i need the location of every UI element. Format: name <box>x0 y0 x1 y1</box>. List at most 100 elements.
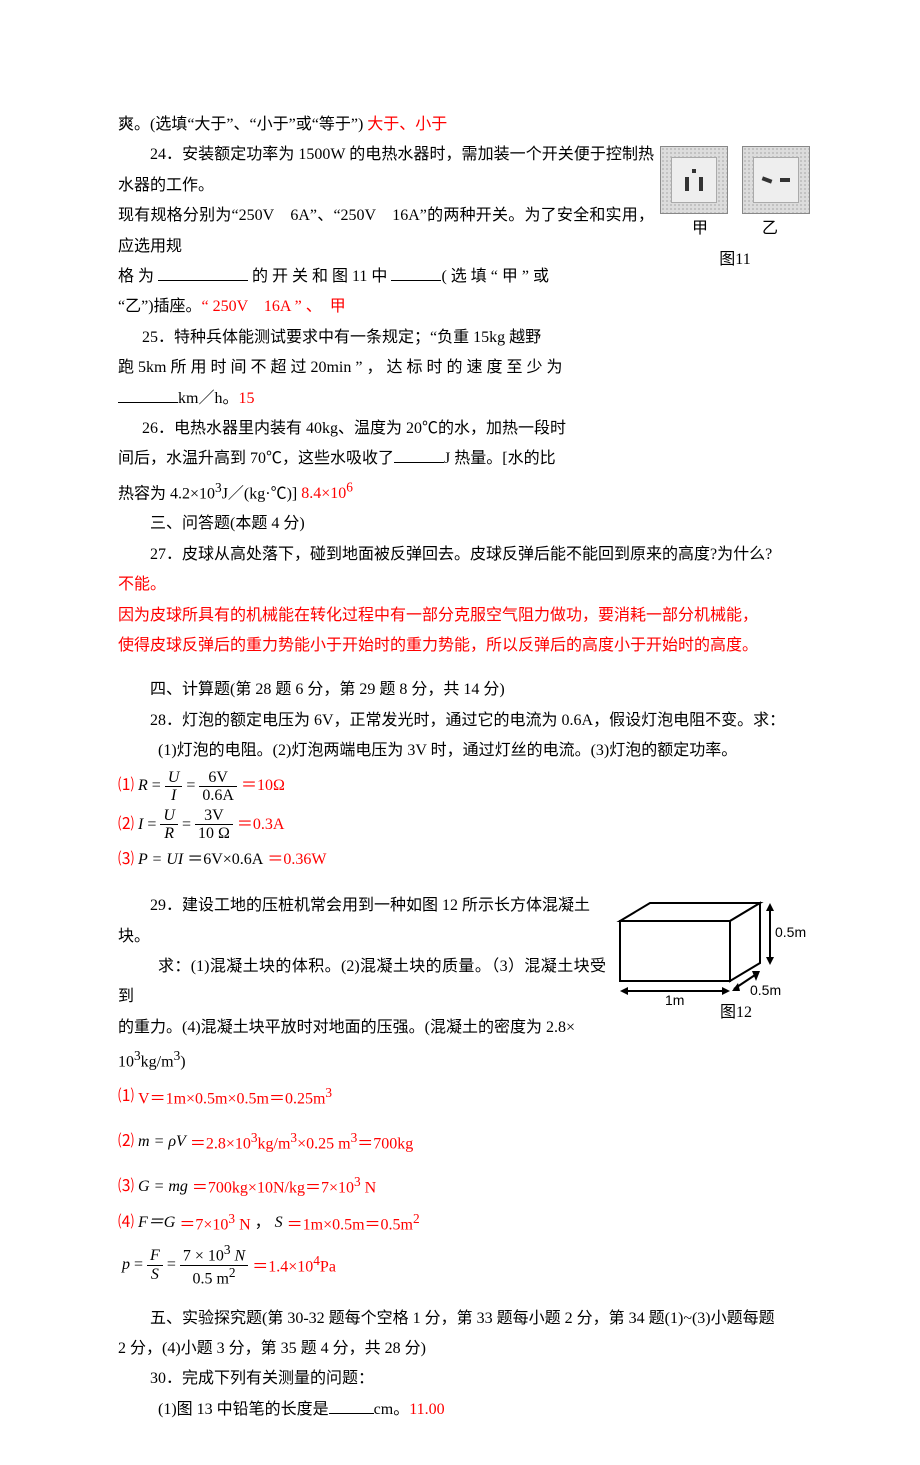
eq28-2-I: I <box>138 810 143 840</box>
eq29-5-ans-a: ＝1.4×10 <box>252 1258 313 1275</box>
eq-28-3: ⑶ P = UI ＝6V×0.6A ＝0.36W <box>118 845 810 875</box>
eq28-1-frac1: U I <box>165 769 183 805</box>
q26-line2: 间后，水温升高到 70℃，这些水吸收了J 热量。[水的比 <box>118 444 810 474</box>
eq29-4-c: N <box>235 1216 251 1233</box>
eq29-3-sup: 3 <box>354 1174 361 1189</box>
eq-28-1: ⑴ R = U I = 6V 0.6A ＝10Ω <box>118 769 810 805</box>
fig11-label: 图11 <box>660 245 810 275</box>
eq29-3-a: G = mg <box>138 1172 188 1202</box>
q24-line4: “乙”)插座。“ 250V 16A ” 、 甲 <box>118 292 810 322</box>
eq28-2-ans: ＝0.3A <box>237 810 285 840</box>
cuboid-svg: 0.5m 1m 0.5m 图12 <box>610 891 810 1021</box>
eq29-3-b: ＝700kg×10N/kg＝7×10 <box>192 1180 354 1197</box>
q26-line3: 热容为 4.2×103J／(kg·℃)] 8.4×106 <box>118 475 810 510</box>
q30-1b: cm。 <box>374 1401 410 1418</box>
section-4-heading: 四、计算题(第 28 题 6 分，第 29 题 8 分，共 14 分) <box>118 675 810 705</box>
eq28-3-a: P = UI <box>138 845 183 875</box>
eq28-1-f1d: I <box>165 787 183 805</box>
eq29-5-f1n: F <box>147 1247 163 1266</box>
q25-line2: 跑 5km 所 用 时 间 不 超 过 20min ” ， 达 标 时 的 速 … <box>118 353 810 383</box>
eq29-2-e: ＝700kg <box>357 1135 413 1152</box>
fig11-captions: 甲 乙 <box>660 214 810 244</box>
q29-d-sup: 3 <box>134 1048 141 1063</box>
eq29-5-f2d: 0.5 m2 <box>180 1266 248 1288</box>
eq29-5-ans-b: Pa <box>320 1258 336 1275</box>
eq29-5-f2d-a: 0.5 m <box>192 1270 228 1287</box>
q25-l3a: km／h。 <box>178 390 238 407</box>
eq28-3-label: ⑶ <box>118 845 134 875</box>
eq28-1-f1n: U <box>165 769 183 788</box>
eq29-2-d: ×0.25 m <box>297 1135 350 1152</box>
fig11-cap-left: 甲 <box>692 214 708 244</box>
eq29-4-d: ， <box>255 1208 271 1238</box>
eq28-3-ans: ＝0.36W <box>267 845 326 875</box>
eq-29-2: ⑵ m = ρV ＝2.8×103kg/m3×0.25 m3＝700kg <box>118 1125 810 1160</box>
eq29-3-ans: ＝700kg×10N/kg＝7×103 N <box>192 1169 376 1204</box>
eq-29-3: ⑶ G = mg ＝700kg×10N/kg＝7×103 N <box>118 1169 810 1204</box>
q27-answer-3: 使得皮球反弹后的重力势能小于开始时的重力势能，所以反弹后的高度小于开始时的高度。 <box>118 631 810 661</box>
eq29-2-ans: ＝2.8×103kg/m3×0.25 m3＝700kg <box>190 1125 413 1160</box>
eq29-3-c: N <box>361 1180 377 1197</box>
figure-11: 甲 乙 图11 <box>660 146 810 275</box>
eq29-2-a: m = ρV <box>138 1127 186 1157</box>
socket-yi <box>742 146 810 214</box>
section-5-line2: 2 分，(4)小题 3 分，第 35 题 4 分，共 28 分) <box>118 1334 810 1364</box>
q30-heading: 30．完成下列有关测量的问题： <box>118 1364 810 1394</box>
q30-blank <box>329 1413 374 1414</box>
eq29-2-s1: 3 <box>251 1130 258 1145</box>
eq29-4-sup2: 2 <box>413 1211 420 1226</box>
eq29-4-b: ＝7×10 <box>179 1216 228 1233</box>
eq-28-2: ⑵ I = U R = 3V 10 Ω ＝0.3A <box>118 807 810 843</box>
eq29-5-lhs: p <box>122 1250 130 1280</box>
eq29-1-label: ⑴ <box>118 1082 134 1112</box>
q24-blank2 <box>391 280 441 281</box>
q26-blank <box>394 462 444 463</box>
eq29-5-f2n-sup: 3 <box>224 1242 231 1257</box>
q24-answer: “ 250V 16A ” 、 甲 <box>202 298 346 315</box>
q30-1: (1)图 13 中铅笔的长度是 cm。11.00 <box>118 1395 810 1425</box>
eq28-1-f2d: 0.6A <box>199 787 237 805</box>
q26-sup1: 3 <box>215 480 222 495</box>
q26-ans-sup: 6 <box>346 480 353 495</box>
svg-text:图12: 图12 <box>720 1004 752 1021</box>
eq29-5-ans: ＝1.4×104Pa <box>252 1248 336 1283</box>
socket-jia <box>660 146 728 214</box>
q24-l3c: ( 选 填 “ 甲 ” 或 <box>441 268 549 285</box>
eq29-2-c: kg/m <box>258 1135 291 1152</box>
q26-l3a: 热容为 4.2×10 <box>118 485 215 502</box>
q28-line1: 28．灯泡的额定电压为 6V，正常发光时，通过它的电流为 0.6A，假设灯泡电阻… <box>118 706 810 736</box>
eq29-4-ans1: ＝7×103 N <box>179 1206 250 1241</box>
eq29-3-label: ⑶ <box>118 1172 134 1202</box>
q25-line1: 25．特种兵体能测试要求中有一条规定；“负重 15kg 越野 <box>118 323 810 353</box>
eq29-1-sup: 3 <box>325 1085 332 1100</box>
q29-d-b: kg/m <box>141 1054 174 1071</box>
eq28-2-f1n: U <box>160 807 178 826</box>
q30-1a: (1)图 13 中铅笔的长度是 <box>158 1401 329 1418</box>
fig11-cap-right: 乙 <box>762 214 778 244</box>
q26-l3b: J／(kg·℃)] <box>222 485 302 502</box>
q30-answer: 11.00 <box>409 1401 444 1418</box>
eq29-4-label: ⑷ <box>118 1208 134 1238</box>
eq28-1-frac2: 6V 0.6A <box>199 769 237 805</box>
eq28-1-label: ⑴ <box>118 771 134 801</box>
eq28-1-R: R <box>138 771 148 801</box>
eq29-5-f2d-sup: 2 <box>229 1265 236 1280</box>
eq29-5-f2n-b: N <box>231 1247 246 1264</box>
q29-d-c: ) <box>180 1054 185 1071</box>
figure-12: 0.5m 1m 0.5m 图12 <box>610 891 810 1021</box>
socket-pair <box>660 146 810 214</box>
q24-l4a: “乙”)插座。 <box>118 298 202 315</box>
eq28-1-f2n: 6V <box>199 769 237 788</box>
q27-answer-2: 因为皮球所具有的机械能在转化过程中有一部分克服空气阻力做功，要消耗一部分机械能， <box>118 601 810 631</box>
eq28-2-f2n: 3V <box>195 807 233 826</box>
q23-text: 爽。(选填“大于”、“小于”或“等于”) <box>118 116 367 133</box>
eq-29-4: ⑷ F＝G ＝7×103 N ， S ＝1m×0.5m＝0.5m2 <box>118 1206 810 1241</box>
eq28-2-frac1: U R <box>160 807 178 843</box>
q24-l3b: 的 开 关 和 图 11 中 <box>248 268 391 285</box>
eq29-1-body: V＝1m×0.5m×0.5m＝0.25m3 <box>138 1080 332 1115</box>
eq28-2-frac2: 3V 10 Ω <box>195 807 233 843</box>
eq28-2-label: ⑵ <box>118 810 134 840</box>
q25-answer: 15 <box>238 390 254 407</box>
eq28-2-f1d: R <box>160 825 178 843</box>
svg-text:0.5m: 0.5m <box>775 924 806 940</box>
